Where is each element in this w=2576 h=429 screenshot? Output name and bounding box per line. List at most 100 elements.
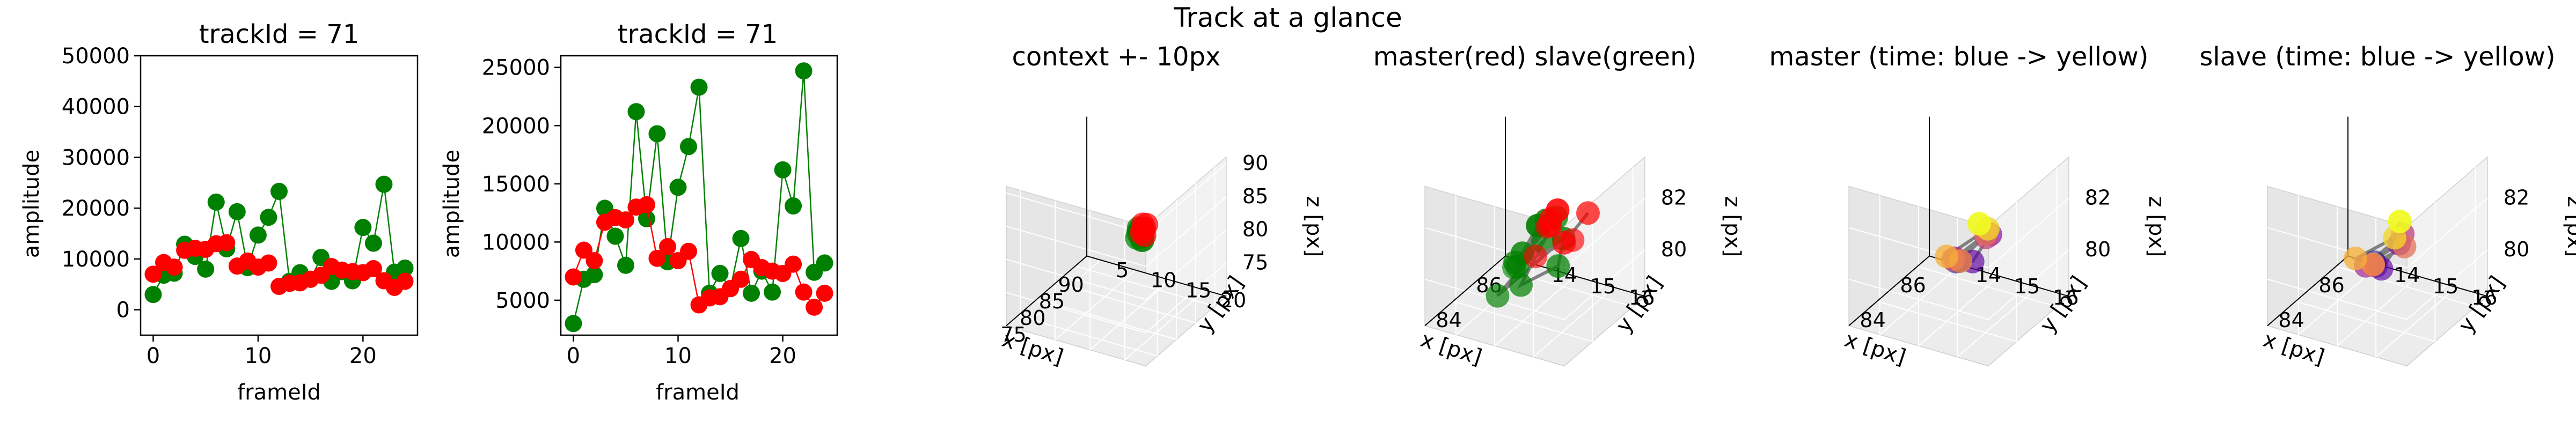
data-point: [1546, 254, 1570, 278]
master-slave-3d-plot: master(red) slave(green) 84861415168082x…: [1373, 42, 1745, 370]
data-point: [586, 252, 603, 270]
data-point: [785, 197, 802, 215]
amplitude-plot-1-title: trackId = 71: [199, 19, 360, 49]
x-tick-label: 84: [2278, 308, 2304, 332]
data-point: [711, 264, 729, 282]
grid-line: [1145, 229, 1227, 300]
plot-frame: [140, 55, 419, 336]
grid-line: [1957, 287, 2038, 358]
x-tick-label: 0: [147, 344, 160, 368]
x-tick-label: 20: [769, 344, 796, 368]
data-point: [764, 283, 781, 301]
grid-line: [1055, 269, 1136, 341]
z-tick-label: 80: [1242, 218, 1268, 241]
y-tick-label: 20000: [62, 196, 130, 221]
grid-line: [2267, 278, 2407, 320]
context-3d-plot-title: context +- 10px: [1012, 42, 1221, 72]
amplitude-plot-2-ylabel: amplitude: [440, 150, 464, 258]
data-point: [617, 211, 634, 229]
y-tick-label: 15: [2014, 275, 2040, 298]
z-tick-label: 85: [1242, 184, 1268, 208]
grid-line: [2406, 197, 2488, 269]
data-point: [816, 284, 833, 302]
data-point: [1935, 245, 1959, 269]
data-point: [565, 315, 582, 332]
x-axis-line: [1848, 255, 1930, 327]
data-point: [785, 255, 802, 273]
data-point: [565, 268, 582, 286]
data-point: [1576, 201, 1600, 225]
slave-time-3d-plot: slave (time: blue -> yellow) 84 86 14 15 16 8…: [2199, 42, 2576, 370]
data-point: [165, 258, 183, 276]
data-point: [795, 62, 813, 80]
data-point: [816, 254, 833, 272]
z-tick-label: 82: [2085, 186, 2111, 210]
data-point: [197, 260, 215, 278]
x-tick-label: 90: [1058, 273, 1084, 297]
data-point: [354, 219, 372, 236]
figure-suptitle: Track at a glance: [1173, 2, 1402, 33]
y-tick-label: 16: [1629, 286, 1655, 309]
y-tick-label: 15000: [482, 172, 550, 197]
grid-line: [1848, 278, 1989, 320]
data-point: [1485, 284, 1510, 308]
series-line: [573, 71, 825, 324]
x-tick-label: 75: [1000, 323, 1026, 346]
data-point: [228, 203, 246, 220]
grid-line: [1124, 290, 1206, 360]
data-point: [638, 210, 655, 227]
z-axis-label: z [px]: [2144, 196, 2169, 257]
z-tick-label: 82: [2504, 186, 2529, 210]
z-tick-label: 75: [1242, 251, 1268, 275]
data-point: [260, 254, 277, 272]
grid-line: [1036, 298, 1177, 340]
z-tick-label: 80: [1661, 238, 1687, 261]
x-tick-label: 86: [1900, 273, 1926, 297]
data-point: [774, 161, 792, 179]
x-tick-label: 0: [567, 344, 580, 368]
grid-line: [1145, 262, 1227, 334]
grid-line: [1145, 163, 1227, 234]
data-point: [638, 196, 655, 213]
data-point: [396, 259, 414, 277]
grid-line: [1564, 197, 1645, 269]
grid-line: [2375, 287, 2457, 358]
amplitude-plot-1-xlabel: frameId: [237, 380, 321, 405]
y-tick-label: 14: [2394, 263, 2420, 287]
data-point: [1552, 231, 1576, 255]
data-point: [1967, 212, 1992, 236]
data-point: [1131, 212, 1155, 236]
z-tick-label: 80: [2085, 238, 2111, 261]
data-point: [690, 78, 708, 96]
grid-line: [1056, 282, 1196, 323]
data-point: [270, 182, 288, 200]
data-point: [375, 175, 393, 193]
y-tick-label: 40000: [62, 95, 130, 120]
amplitude-plot-1: trackId = 71 frameId amplitude 0 10 20 0 100…: [19, 19, 419, 405]
y-axis-line: [1086, 255, 1227, 297]
x-tick-label: 80: [1020, 306, 1045, 330]
x-tick-label: 84: [1436, 308, 1461, 332]
y-tick-label: 5: [1116, 258, 1129, 282]
grid-line: [1089, 279, 1171, 351]
z-tick-label: 82: [1661, 186, 1687, 210]
y-tick-label: 25000: [482, 56, 550, 80]
amplitude-plot-1-ylabel: amplitude: [19, 150, 44, 258]
x-axis-line: [1424, 255, 1506, 327]
data-point: [586, 266, 603, 284]
y-tick-label: 16: [2053, 286, 2079, 309]
x-axis-line: [2267, 255, 2348, 327]
data-point: [144, 265, 162, 283]
amplitude-plot-2-xlabel: frameId: [656, 380, 740, 405]
data-point: [218, 234, 236, 252]
grid-line: [1145, 196, 1227, 267]
x-tick-label: 86: [2318, 273, 2344, 297]
data-point: [1524, 245, 1548, 269]
y-tick-label: 16: [2471, 286, 2497, 309]
data-point: [617, 256, 634, 274]
data-point: [806, 298, 823, 316]
z-tick-label: 90: [1242, 151, 1268, 175]
grid-line: [1020, 260, 1101, 330]
